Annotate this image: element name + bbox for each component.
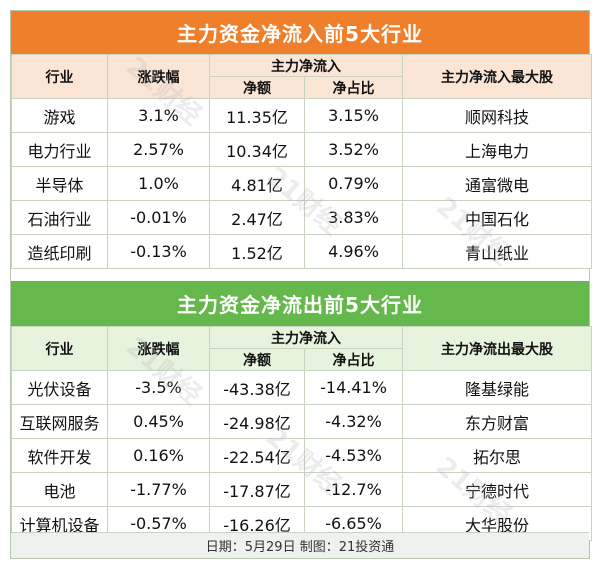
header-net-group: 主力净流入 [209,326,403,349]
stock-cell: 青山纸业 [402,234,592,269]
net-cell: -17.87亿 [209,472,305,507]
net-cell: -43.38亿 [209,370,305,405]
outflow-title: 主力资金净流出前5大行业 [11,281,589,326]
stock-cell: 拓尔思 [402,438,592,473]
industry-cell: 互联网服务 [11,404,108,439]
stock-cell: 顺网科技 [402,98,592,133]
table-row: 石油行业 -0.01% 2.47亿 3.83% 中国石化 [11,200,592,235]
industry-cell: 石油行业 [11,200,108,235]
header-change: 涨跌幅 [107,54,210,99]
footer-caption: 日期：5月29日 制图：21投资通 [11,532,589,558]
change-cell: -1.77% [107,472,210,507]
header-net-amount: 净额 [209,76,305,99]
table-row: 互联网服务 0.45% -24.98亿 -4.32% 东方财富 [11,404,592,439]
ratio-cell: -4.32% [304,404,403,439]
industry-cell: 游戏 [11,98,108,133]
ratio-cell: -4.53% [304,438,403,473]
table-row: 游戏 3.1% 11.35亿 3.15% 顺网科技 [11,98,592,133]
net-cell: -24.98亿 [209,404,305,439]
stock-cell: 上海电力 [402,132,592,167]
industry-cell: 电力行业 [11,132,108,167]
ratio-cell: 3.83% [304,200,403,235]
outflow-table: 行业 涨跌幅 主力净流入 主力净流出最大股 净额 净占比 光伏设备 -3.5% … [11,326,592,541]
industry-cell: 半导体 [11,166,108,201]
table-row: 电力行业 2.57% 10.34亿 3.52% 上海电力 [11,132,592,167]
industry-cell: 软件开发 [11,438,108,473]
ratio-cell: -12.7% [304,472,403,507]
industry-cell: 电池 [11,472,108,507]
stock-cell: 通富微电 [402,166,592,201]
change-cell: 2.57% [107,132,210,167]
table-row: 半导体 1.0% 4.81亿 0.79% 通富微电 [11,166,592,201]
ratio-cell: 3.52% [304,132,403,167]
table-row: 造纸印刷 -0.13% 1.52亿 4.96% 青山纸业 [11,234,592,269]
inflow-title: 主力资金净流入前5大行业 [11,11,589,54]
change-cell: 0.16% [107,438,210,473]
table-row: 光伏设备 -3.5% -43.38亿 -14.41% 隆基绿能 [11,370,592,405]
fund-flow-card: 主力资金净流入前5大行业 行业 涨跌幅 主力净流入 主力净流入最大股 净额 净占… [10,10,592,559]
change-cell: -0.13% [107,234,210,269]
net-cell: 2.47亿 [209,200,305,235]
header-net-ratio: 净占比 [304,348,403,371]
header-net-group: 主力净流入 [209,54,403,77]
ratio-cell: 4.96% [304,234,403,269]
stock-cell: 隆基绿能 [402,370,592,405]
header-net-ratio: 净占比 [304,76,403,99]
inflow-table: 行业 涨跌幅 主力净流入 主力净流入最大股 净额 净占比 游戏 3.1% 11.… [11,54,592,269]
net-cell: 11.35亿 [209,98,305,133]
ratio-cell: 3.15% [304,98,403,133]
change-cell: -0.01% [107,200,210,235]
header-industry: 行业 [11,54,108,99]
change-cell: 3.1% [107,98,210,133]
net-cell: 1.52亿 [209,234,305,269]
net-cell: 4.81亿 [209,166,305,201]
industry-cell: 造纸印刷 [11,234,108,269]
stock-cell: 东方财富 [402,404,592,439]
net-cell: 10.34亿 [209,132,305,167]
table-row: 软件开发 0.16% -22.54亿 -4.53% 拓尔思 [11,438,592,473]
header-net-amount: 净额 [209,348,305,371]
header-industry: 行业 [11,326,108,371]
table-row: 电池 -1.77% -17.87亿 -12.7% 宁德时代 [11,472,592,507]
industry-cell: 光伏设备 [11,370,108,405]
stock-cell: 中国石化 [402,200,592,235]
header-top-stock: 主力净流入最大股 [402,54,592,99]
change-cell: -3.5% [107,370,210,405]
change-cell: 1.0% [107,166,210,201]
stock-cell: 宁德时代 [402,472,592,507]
ratio-cell: 0.79% [304,166,403,201]
net-cell: -22.54亿 [209,438,305,473]
change-cell: 0.45% [107,404,210,439]
ratio-cell: -14.41% [304,370,403,405]
header-change: 涨跌幅 [107,326,210,371]
header-top-stock: 主力净流出最大股 [402,326,592,371]
